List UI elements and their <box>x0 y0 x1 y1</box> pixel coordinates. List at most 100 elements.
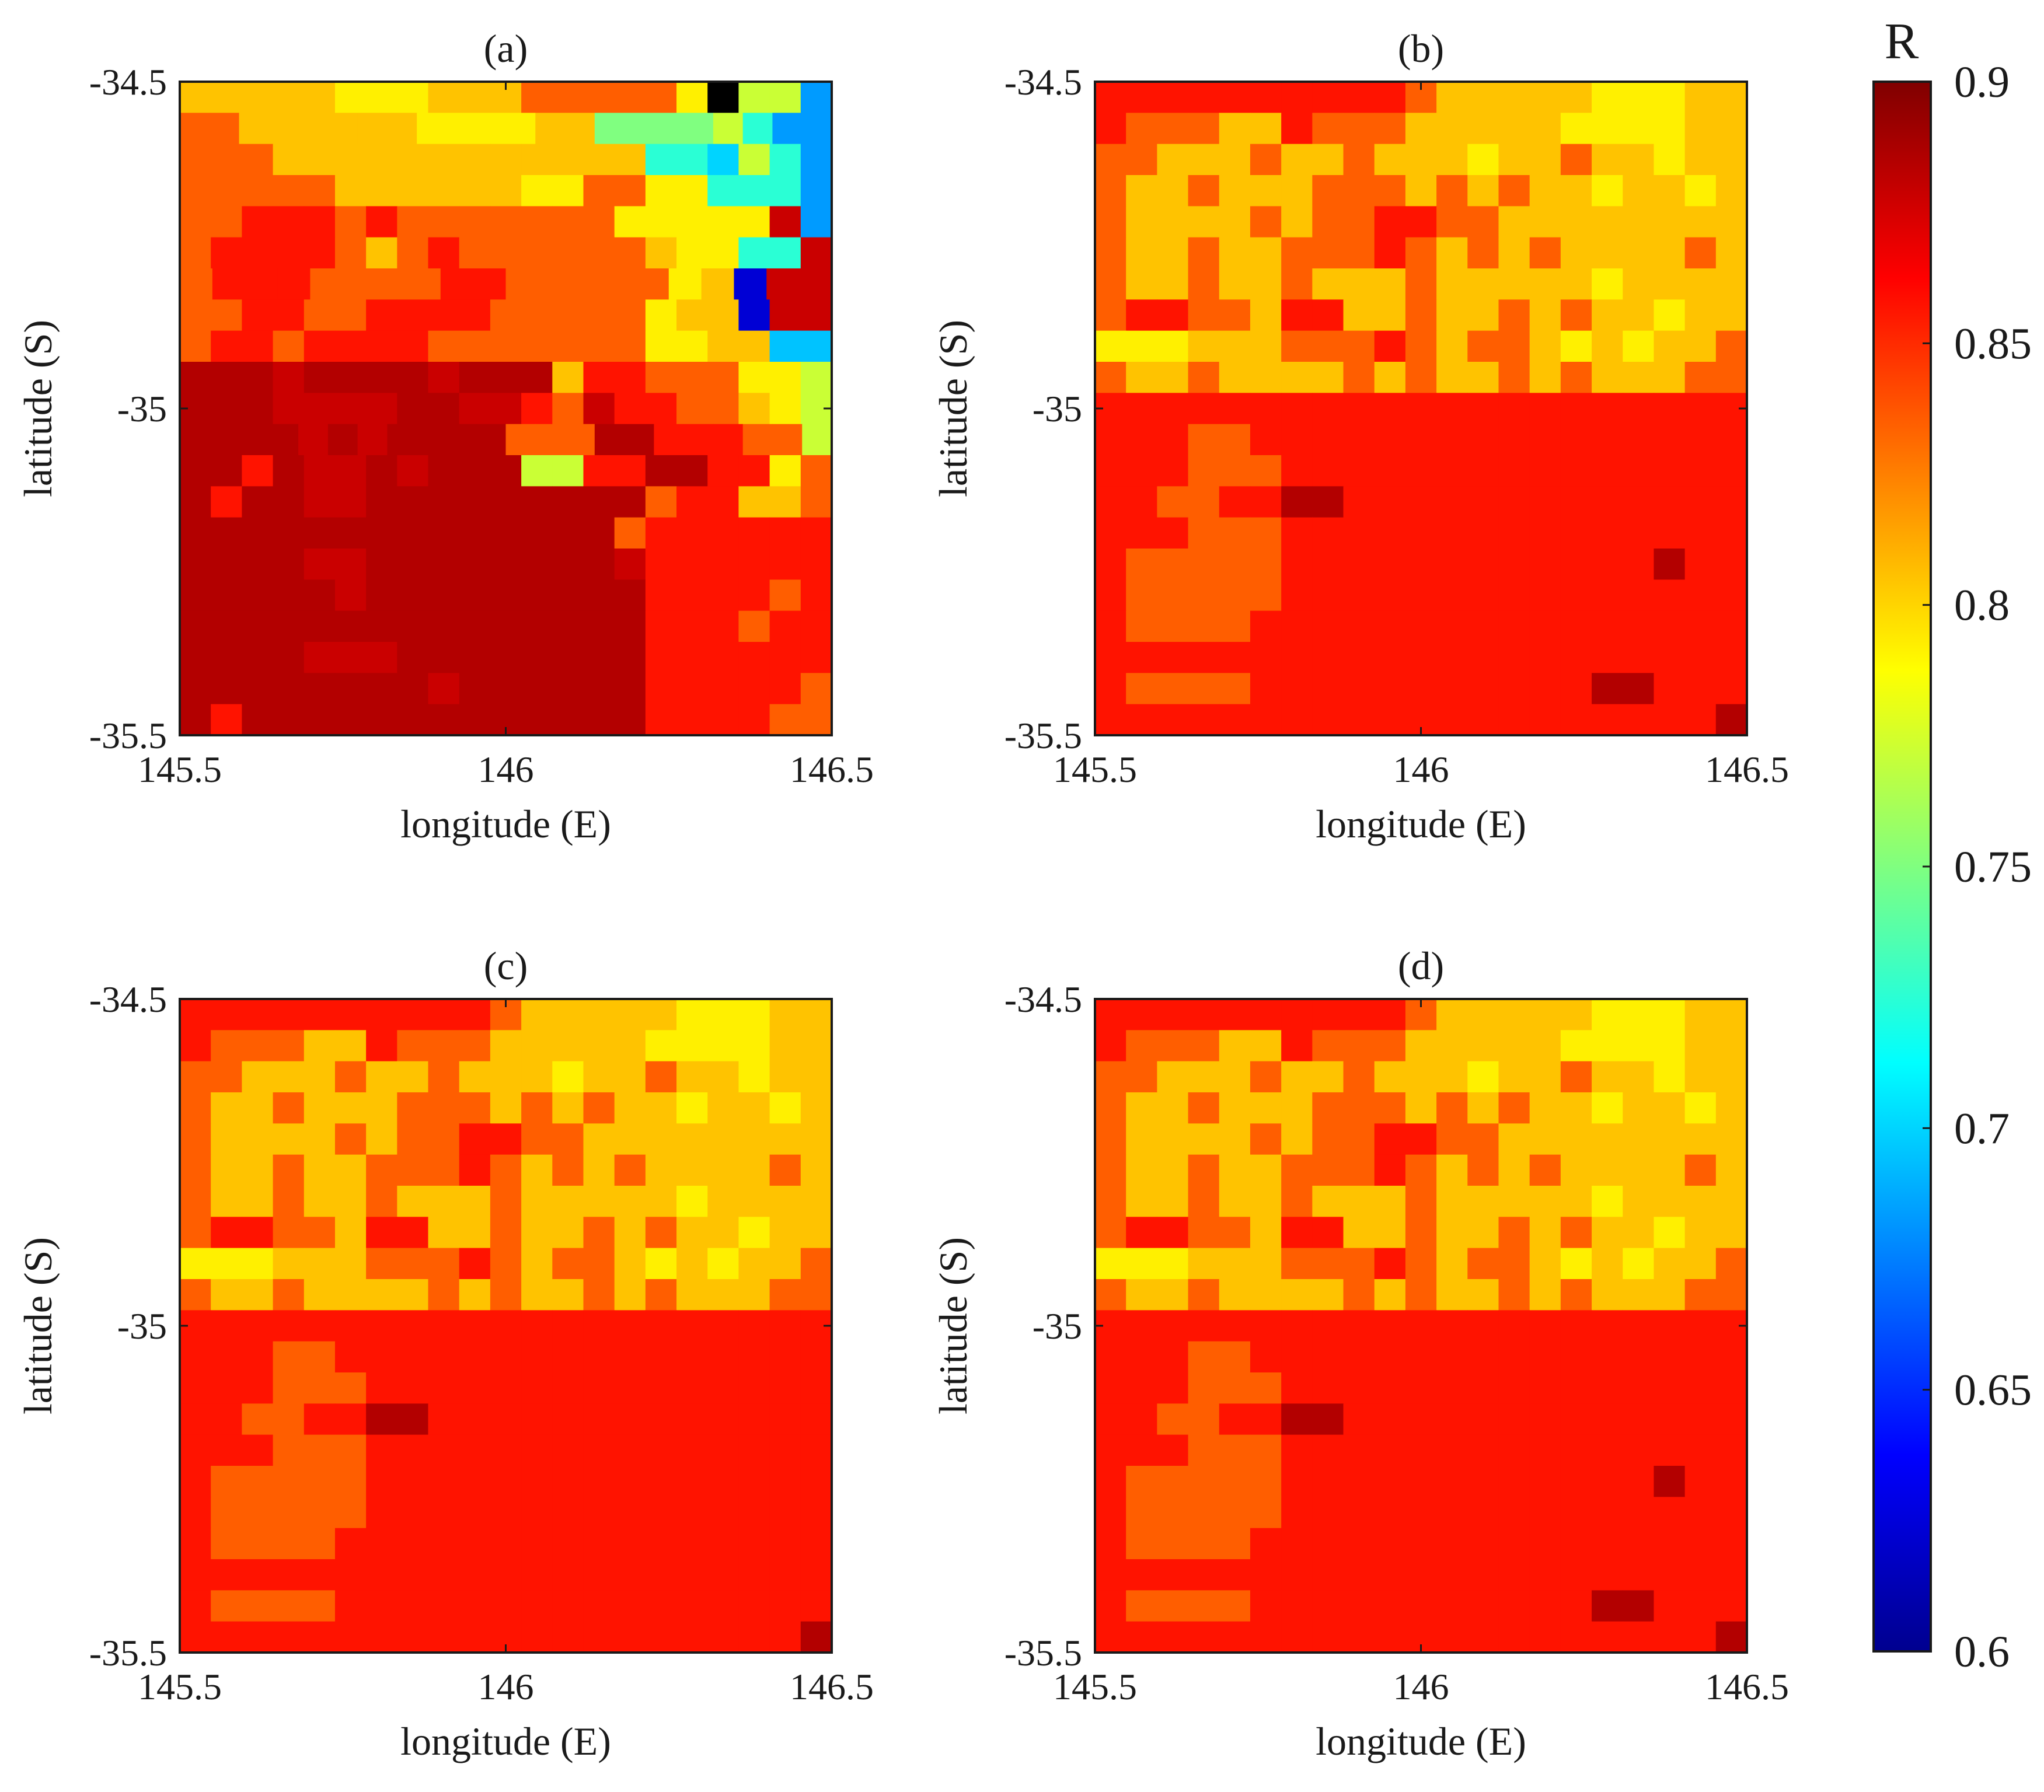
heatmap-cell <box>1281 1528 1313 1560</box>
heatmap-cell <box>676 1217 708 1249</box>
heatmap-cell <box>1157 1123 1189 1155</box>
heatmap-cell <box>1529 610 1561 642</box>
heatmap-cell <box>1405 144 1437 176</box>
heatmap-cell <box>1715 237 1747 269</box>
heatmap-cell <box>707 1466 740 1497</box>
y-tick-label: -35.5 <box>1004 715 1082 756</box>
heatmap-cell <box>521 1434 553 1466</box>
heatmap-cell <box>1436 1372 1468 1404</box>
heatmap-cell <box>645 82 677 113</box>
heatmap-cell <box>645 610 677 642</box>
heatmap-cell <box>1374 1186 1406 1217</box>
heatmap-cell <box>707 1279 740 1311</box>
heatmap-cell <box>614 206 646 238</box>
heatmap-cell <box>800 1372 832 1404</box>
heatmap-cell <box>1374 673 1406 705</box>
heatmap-cell <box>583 1154 615 1186</box>
heatmap-cell <box>583 610 615 642</box>
heatmap-cell <box>490 1341 522 1373</box>
heatmap-cell <box>366 455 397 487</box>
heatmap-cell <box>676 1372 708 1404</box>
heatmap-cell <box>1498 1217 1530 1249</box>
heatmap-cell <box>334 1030 367 1062</box>
heatmap-cell <box>1529 1621 1561 1653</box>
heatmap-cell <box>1126 206 1157 238</box>
heatmap-cell <box>1095 1248 1126 1280</box>
heatmap-cell <box>583 1123 615 1155</box>
heatmap-cell <box>490 1030 522 1062</box>
heatmap-cell <box>1374 1061 1406 1093</box>
heatmap-cell <box>1405 1590 1437 1622</box>
heatmap-cell <box>273 144 305 176</box>
heatmap-cell <box>1374 486 1406 518</box>
heatmap-cell <box>521 549 553 580</box>
heatmap-cell <box>676 517 708 549</box>
heatmap-cell <box>304 610 336 642</box>
heatmap-cell <box>645 1030 677 1062</box>
heatmap-cell <box>428 486 460 518</box>
heatmap-cell <box>521 704 553 736</box>
heatmap-cell <box>211 1186 242 1217</box>
heatmap-cell <box>769 1559 801 1591</box>
heatmap-cell <box>1467 1434 1499 1466</box>
heatmap-cell <box>1219 1466 1251 1497</box>
heatmap-cell <box>366 1248 397 1280</box>
heatmap-cell <box>1343 549 1375 580</box>
colorbar-tick-label: 0.6 <box>1954 1627 2010 1676</box>
heatmap-cell <box>1157 517 1189 549</box>
heatmap-cell <box>1250 113 1282 145</box>
heatmap-cell <box>1654 1466 1686 1497</box>
heatmap-cell <box>459 610 491 642</box>
heatmap-cell <box>1405 393 1437 425</box>
heatmap-cell <box>738 642 770 673</box>
heatmap-cell <box>769 237 801 269</box>
heatmap-cell <box>676 1466 708 1497</box>
heatmap-cell <box>1312 673 1344 705</box>
heatmap-cell <box>1560 1217 1592 1249</box>
heatmap-cell <box>1436 1092 1468 1124</box>
heatmap-cell <box>1219 237 1251 269</box>
heatmap-cell <box>1312 268 1344 300</box>
heatmap-cell <box>304 82 336 113</box>
heatmap-cell <box>521 1372 553 1404</box>
heatmap-cell <box>1560 1466 1592 1497</box>
heatmap-cell <box>334 237 367 269</box>
heatmap-cell <box>645 362 677 393</box>
heatmap-cell <box>707 393 740 425</box>
heatmap-cell <box>645 1403 677 1435</box>
heatmap-cell <box>1374 330 1406 362</box>
heatmap-cell <box>521 1030 553 1062</box>
heatmap-cell <box>242 1123 274 1155</box>
heatmap-cell <box>1126 1123 1157 1155</box>
heatmap-cell <box>645 1061 677 1093</box>
heatmap-cell <box>180 1434 211 1466</box>
heatmap-cell <box>428 999 460 1031</box>
heatmap-cell <box>459 1092 491 1124</box>
heatmap-cell <box>583 1590 615 1622</box>
heatmap-cell <box>614 1279 646 1311</box>
heatmap-cell <box>676 1590 708 1622</box>
heatmap-cell <box>334 610 367 642</box>
heatmap-cell <box>1592 1030 1623 1062</box>
heatmap-cell <box>1188 579 1220 612</box>
heatmap-cell <box>1405 642 1437 673</box>
heatmap-cell <box>1188 486 1220 518</box>
heatmap-cell <box>375 268 409 300</box>
heatmap-cell <box>1250 642 1282 673</box>
heatmap-cell <box>1623 999 1655 1031</box>
heatmap-cell <box>180 1092 211 1124</box>
heatmap-cell <box>738 1279 770 1311</box>
heatmap-cell <box>1560 579 1592 612</box>
heatmap-cell <box>1250 424 1282 456</box>
heatmap-cell <box>683 424 714 456</box>
heatmap-cell <box>1126 642 1157 673</box>
heatmap-cell <box>552 1466 584 1497</box>
heatmap-cell <box>1467 1030 1499 1062</box>
heatmap-cell <box>614 237 646 269</box>
heatmap-cell <box>1560 999 1592 1031</box>
heatmap-cell <box>1126 517 1157 549</box>
heatmap-cell <box>304 704 336 736</box>
heatmap-cell <box>769 1061 801 1093</box>
heatmap-cell <box>769 1403 801 1435</box>
heatmap-cell <box>1095 579 1126 612</box>
